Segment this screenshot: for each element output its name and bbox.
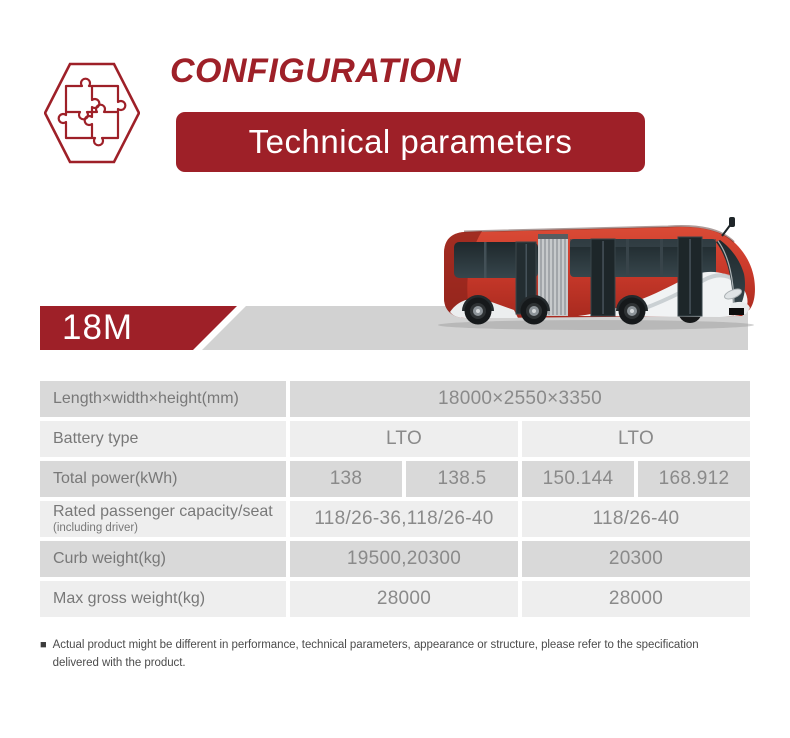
bus-accordion-joint [538,234,568,316]
red-strip-shape [40,306,237,350]
row-label: Battery type [53,429,139,447]
value-cell: 138 [290,461,402,497]
puzzle-hexagon-icon [44,62,140,164]
page-title: CONFIGURATION [170,52,462,90]
jigsaw-pieces [57,77,127,147]
row-label: Max gross weight(kg) [53,589,206,607]
row-label: Length×width×height(mm) [53,389,239,407]
model-badge: 18M [62,308,134,347]
row-label-cell: Total power(kWh) [40,461,286,497]
value-cell: 18000×2550×3350 [290,381,750,417]
square-bullet-icon: ■ [40,639,47,651]
value-cell: 28000 [290,581,518,617]
bus-front-section [570,217,750,323]
value-cell: 168.912 [638,461,750,497]
hexagon-outline [44,62,140,164]
footnote-text: Actual product might be different in per… [52,639,699,669]
value-cell: LTO [522,421,750,457]
value-cell: 150.144 [522,461,634,497]
row-label-cell: Max gross weight(kg) [40,581,286,617]
value-cell: 138.5 [406,461,518,497]
value-cell: LTO [290,421,518,457]
row-label: Rated passenger capacity/seat [53,503,273,521]
row-label: Curb weight(kg) [53,549,166,567]
bus-wheels [462,295,648,325]
spec-table: Length×width×height(mm) 18000×2550×3350 Ba… [40,381,750,617]
articulated-bus-illustration [438,217,755,330]
section-banner-label: Technical parameters [248,123,573,160]
row-label-cell: Curb weight(kg) [40,541,286,577]
gray-strip-shape [202,306,748,350]
value-cell: 118/26-40 [522,501,750,537]
row-label-cell: Length×width×height(mm) [40,381,286,417]
row-sublabel: (including driver) [53,521,139,534]
row-label-cell: Rated passenger capacity/seat (including … [40,501,286,537]
row-label: Total power(kWh) [53,469,178,487]
footnote: ■ Actual product might be different in p… [40,637,746,673]
value-cell: 118/26-36,118/26-40 [290,501,518,537]
bus-shadow [438,320,754,330]
row-label-cell: Battery type [40,421,286,457]
value-cell: 28000 [522,581,750,617]
value-cell: 20300 [522,541,750,577]
value-cell: 19500,20300 [290,541,518,577]
model-strip [40,306,748,350]
section-banner: Technical parameters [176,112,645,172]
